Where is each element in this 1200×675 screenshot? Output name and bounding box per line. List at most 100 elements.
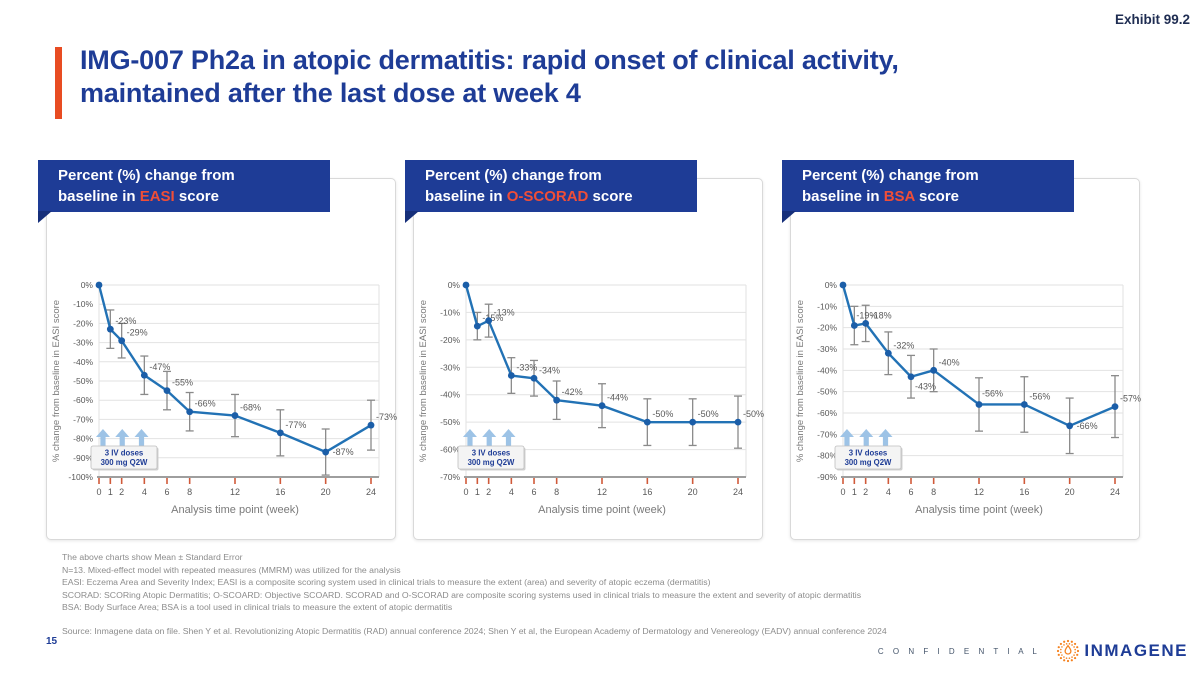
svg-text:-56%: -56%: [1029, 391, 1050, 401]
oscorad-chart: 0%-10%-20%-30%-40%-50%-60%-70%0 1 2 4 6 8 12 16…: [418, 280, 764, 516]
svg-text:-70%: -70%: [817, 429, 837, 439]
svg-text:-40%: -40%: [440, 390, 460, 400]
svg-text:-13%: -13%: [494, 308, 515, 318]
svg-text:-50%: -50%: [440, 417, 460, 427]
svg-text:16: 16: [275, 487, 285, 497]
svg-text:-50%: -50%: [73, 376, 93, 386]
svg-text:-80%: -80%: [73, 434, 93, 444]
svg-text:% change from baseline in EASI: % change from baseline in EASI score: [51, 300, 62, 462]
svg-text:-68%: -68%: [240, 403, 261, 413]
chart-header-oscorad-score-term: O-SCORAD: [506, 188, 589, 205]
svg-text:0: 0: [96, 487, 101, 497]
svg-text:-60%: -60%: [817, 408, 837, 418]
page-title-line2: maintained after the last dose at week 4: [80, 77, 581, 108]
svg-text:8: 8: [187, 487, 192, 497]
chart-header-easi: Percent (%) change from baseline in EASI…: [38, 160, 330, 223]
svg-text:-56%: -56%: [982, 388, 1003, 398]
svg-text:-43%: -43%: [915, 382, 936, 392]
svg-text:0: 0: [840, 487, 845, 497]
svg-text:1: 1: [852, 487, 857, 497]
svg-text:8: 8: [931, 487, 936, 497]
chart-header-easi-score-term: EASI: [139, 188, 175, 205]
svg-text:16: 16: [1019, 487, 1029, 497]
svg-text:-50%: -50%: [743, 409, 764, 419]
footnote-line: SCORAD: SCORing Atopic Dermatitis; O-SCO…: [62, 589, 862, 600]
svg-text:24: 24: [1110, 487, 1120, 497]
svg-text:1: 1: [475, 487, 480, 497]
footnote-line: N=13. Mixed-effect model with repeated m…: [62, 564, 401, 575]
chart-panel-easi: 0% -10% -20% -30% -40% -50% -60% -70% -80% -90% -1…: [46, 178, 397, 540]
svg-text:4: 4: [142, 487, 147, 497]
chart-header-bsa: Percent (%) change from baseline in BSA …: [782, 160, 1074, 223]
svg-text:Analysis time point (week): Analysis time point (week): [915, 504, 1043, 516]
svg-text:-15%: -15%: [482, 313, 503, 323]
svg-text:-66%: -66%: [195, 399, 216, 409]
page-title-line1: IMG-007 Ph2a in atopic dermatitis: rapid…: [80, 45, 899, 75]
svg-text:-44%: -44%: [607, 393, 628, 403]
footnote-line: The above charts show Mean ± Standard Er…: [62, 552, 243, 562]
page-title: IMG-007 Ph2a in atopic dermatitis: rapid…: [80, 44, 899, 119]
svg-text:-34%: -34%: [539, 365, 560, 375]
svg-text:-55%: -55%: [172, 378, 193, 388]
svg-text:-47%: -47%: [149, 362, 170, 372]
svg-text:6: 6: [908, 487, 913, 497]
svg-text:-50%: -50%: [698, 409, 719, 419]
chart-header-bsa-line1: Percent (%) change from: [802, 167, 979, 184]
svg-text:-20%: -20%: [440, 335, 460, 345]
svg-text:24: 24: [366, 487, 376, 497]
svg-text:20: 20: [321, 487, 331, 497]
svg-text:3 IV doses: 3 IV doses: [472, 449, 511, 458]
chart-header-bsa-line2-post: score: [914, 188, 960, 205]
chart-header-oscorad: Percent (%) change from baseline in O-SC…: [405, 160, 697, 223]
bsa-chart: 0%-10%-20%-30%-40%-50%-60%-70%-80%-90%0 1…: [795, 280, 1141, 516]
svg-text:-60%: -60%: [73, 395, 93, 405]
svg-text:-90%: -90%: [73, 453, 93, 463]
svg-text:-29%: -29%: [127, 328, 148, 338]
svg-text:3 IV doses: 3 IV doses: [105, 449, 144, 458]
source-line: Source: Inmagene data on file. Shen Y et…: [62, 626, 887, 636]
svg-text:% change from baseline in EASI: % change from baseline in EASI score: [795, 300, 806, 462]
svg-text:-19%: -19%: [856, 311, 877, 321]
svg-text:-10%: -10%: [440, 307, 460, 317]
svg-text:-30%: -30%: [73, 338, 93, 348]
svg-text:-10%: -10%: [817, 301, 837, 311]
svg-text:12: 12: [974, 487, 984, 497]
footnotes: The above charts show Mean ± Standard Er…: [62, 551, 1152, 614]
svg-text:-50%: -50%: [652, 409, 673, 419]
svg-text:4: 4: [509, 487, 514, 497]
svg-text:Analysis time point (week): Analysis time point (week): [538, 504, 666, 516]
svg-text:1: 1: [108, 487, 113, 497]
svg-text:20: 20: [1065, 487, 1075, 497]
footer-right: C O N F I D E N T I A L INMAGENE: [878, 639, 1188, 663]
svg-text:12: 12: [597, 487, 607, 497]
svg-text:% change from baseline in EASI: % change from baseline in EASI score: [418, 300, 429, 462]
svg-text:16: 16: [642, 487, 652, 497]
svg-text:0%: 0%: [448, 280, 461, 290]
svg-text:0: 0: [463, 487, 468, 497]
svg-text:0%: 0%: [81, 280, 94, 290]
easi-chart: 0% -10% -20% -30% -40% -50% -60% -70% -80% -90% -1…: [51, 280, 397, 516]
svg-text:3 IV doses: 3 IV doses: [849, 449, 888, 458]
svg-text:-57%: -57%: [1120, 394, 1141, 404]
svg-text:6: 6: [164, 487, 169, 497]
svg-text:-40%: -40%: [817, 365, 837, 375]
svg-text:-77%: -77%: [285, 420, 306, 430]
svg-text:-40%: -40%: [73, 357, 93, 367]
chart-header-bsa-score-term: BSA: [883, 188, 915, 205]
svg-text:-42%: -42%: [562, 387, 583, 397]
footnote-line: BSA: Body Surface Area; BSA is a tool us…: [62, 602, 453, 613]
svg-text:-20%: -20%: [817, 323, 837, 333]
svg-text:-40%: -40%: [939, 357, 960, 367]
title-block: IMG-007 Ph2a in atopic dermatitis: rapid…: [55, 44, 899, 119]
chart-header-oscorad-line2-post: score: [588, 188, 633, 205]
svg-text:-70%: -70%: [440, 472, 460, 482]
svg-text:-87%: -87%: [333, 447, 354, 457]
chart-header-oscorad-line1: Percent (%) change from: [425, 167, 602, 184]
svg-text:-50%: -50%: [817, 387, 837, 397]
svg-text:4: 4: [886, 487, 891, 497]
exhibit-label: Exhibit 99.2: [1114, 12, 1190, 27]
svg-text:-33%: -33%: [516, 363, 537, 373]
footnote-line: EASI: Eczema Area and Severity Index; EA…: [62, 577, 711, 588]
svg-text:-90%: -90%: [817, 472, 837, 482]
